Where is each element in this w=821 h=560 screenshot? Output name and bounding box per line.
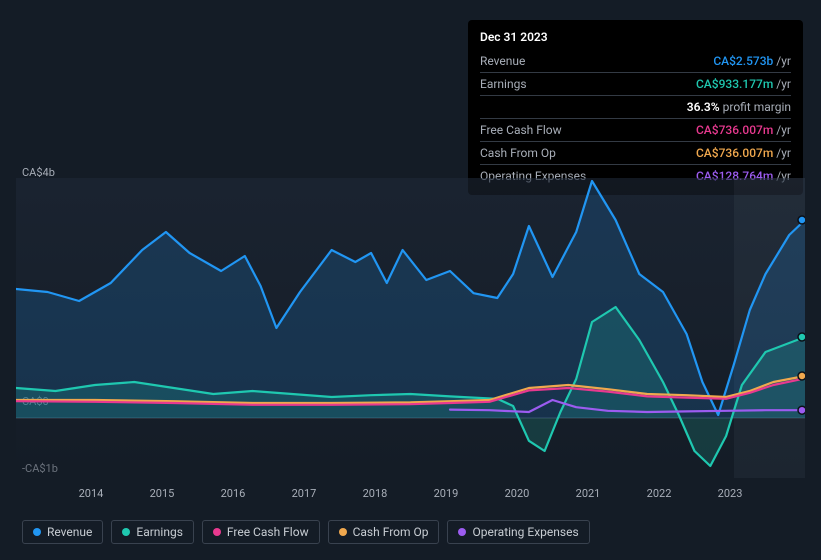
tooltip-row-label: Cash From Op (480, 144, 556, 162)
x-axis-label: 2020 (497, 487, 537, 500)
x-axis-label: 2014 (71, 487, 111, 500)
legend-item[interactable]: Operating Expenses (447, 520, 589, 544)
legend-dot-icon (213, 528, 221, 536)
x-axis-label: 2019 (426, 487, 466, 500)
x-axis-label: 2018 (355, 487, 395, 500)
tooltip-row-value: CA$736.007m/yr (696, 144, 791, 162)
legend-dot-icon (458, 528, 466, 536)
tooltip-row-value: CA$933.177m/yr (696, 75, 791, 93)
legend-label: Free Cash Flow (227, 525, 309, 539)
tooltip-row: Free Cash Flow CA$736.007m/yr (480, 118, 791, 141)
x-axis-label: 2016 (213, 487, 253, 500)
tooltip-rows: Revenue CA$2.573b/yr Earnings CA$933.177m/y… (480, 50, 791, 187)
tooltip-row-value: 36.3%profit margin (687, 98, 791, 116)
legend-label: Cash From Op (353, 525, 429, 539)
legend-label: Operating Expenses (472, 525, 578, 539)
legend-item[interactable]: Free Cash Flow (202, 520, 320, 544)
legend-item[interactable]: Cash From Op (328, 520, 440, 544)
legend-label: Revenue (47, 525, 92, 539)
legend-item[interactable]: Revenue (22, 520, 103, 544)
tooltip-row-label: Earnings (480, 75, 527, 93)
tooltip-row-value: CA$736.007m/yr (696, 121, 791, 139)
x-axis-label: 2023 (710, 487, 750, 500)
tooltip-row: Revenue CA$2.573b/yr (480, 50, 791, 72)
chart-tooltip: Dec 31 2023 Revenue CA$2.573b/yr Earnings C… (468, 20, 803, 195)
chart-plot[interactable] (16, 178, 805, 478)
legend-item[interactable]: Earnings (111, 520, 194, 544)
chart-legend: Revenue Earnings Free Cash Flow Cash From O… (22, 520, 590, 544)
tooltip-row: Earnings CA$933.177m/yr (480, 72, 791, 95)
tooltip-date: Dec 31 2023 (480, 28, 791, 46)
legend-dot-icon (33, 528, 41, 536)
tooltip-row: Cash From Op CA$736.007m/yr (480, 141, 791, 164)
legend-dot-icon (122, 528, 130, 536)
x-axis-label: 2015 (142, 487, 182, 500)
legend-dot-icon (339, 528, 347, 536)
tooltip-row-label: Free Cash Flow (480, 121, 562, 139)
x-axis-label: 2021 (568, 487, 608, 500)
legend-label: Earnings (136, 525, 183, 539)
tooltip-row-value: CA$2.573b/yr (713, 52, 791, 70)
tooltip-row-label: Revenue (480, 52, 525, 70)
x-axis-label: 2022 (639, 487, 679, 500)
tooltip-row: 36.3%profit margin (480, 95, 791, 118)
x-axis-label: 2017 (284, 487, 324, 500)
